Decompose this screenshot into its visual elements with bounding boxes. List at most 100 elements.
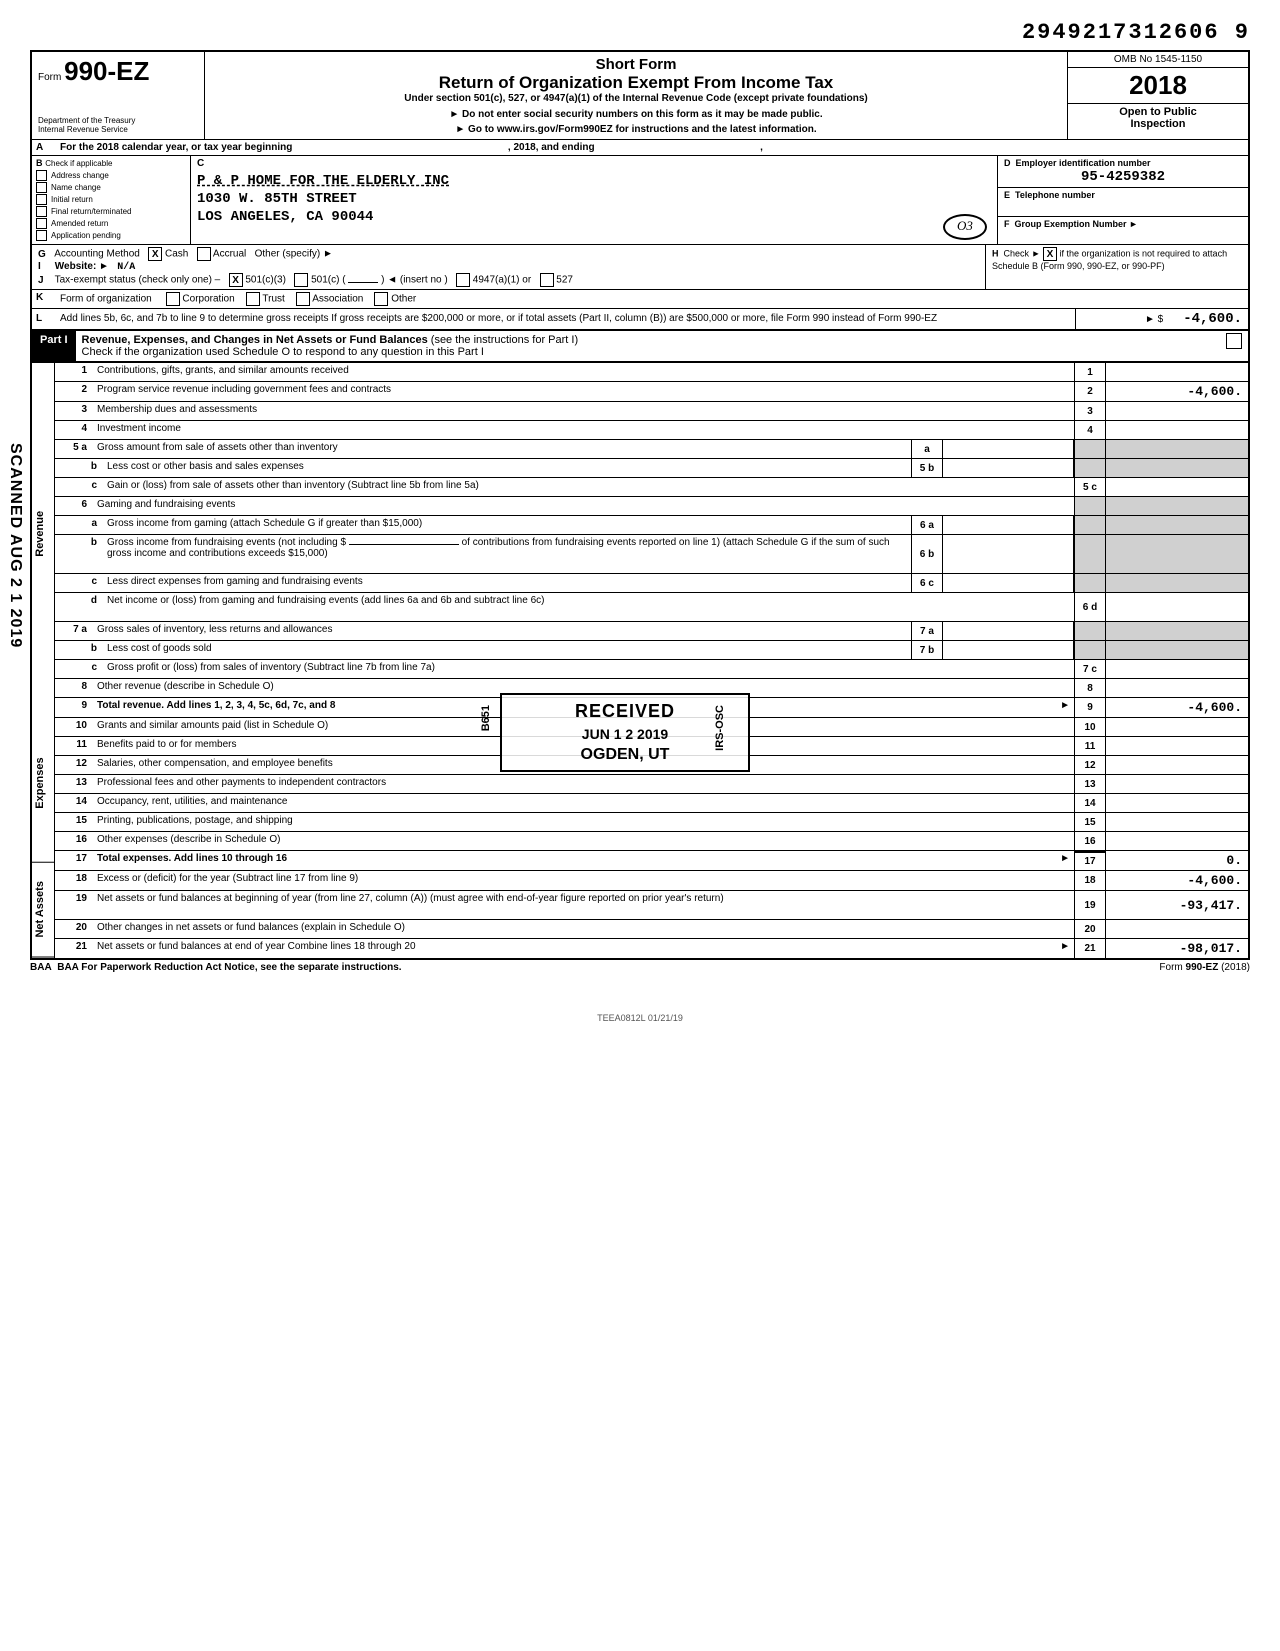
- lbl-501c: 501(c) (: [311, 275, 345, 286]
- lbl-name-change: Name change: [51, 183, 101, 192]
- line-6: 6Gaming and fundraising events: [55, 497, 1248, 516]
- l-amount-cell: -4,600.: [1075, 309, 1248, 329]
- line-6b-text: Gross income from fundraising events (no…: [103, 535, 911, 573]
- vtab-net-assets: Net Assets: [32, 862, 54, 958]
- lbl-other-method: Other (specify) ►: [255, 249, 333, 260]
- title-main: Return of Organization Exempt From Incom…: [213, 73, 1059, 93]
- irs-osc-stamp: IRS-OSC: [714, 705, 726, 751]
- chk-address-change[interactable]: [36, 170, 47, 181]
- chk-final-return[interactable]: [36, 206, 47, 217]
- label-k: K: [32, 290, 56, 308]
- block-bcdef: B Check if applicable Address change Nam…: [30, 155, 1250, 244]
- line-20: 20Other changes in net assets or fund ba…: [55, 920, 1248, 939]
- lbl-association: Association: [312, 294, 363, 305]
- line-6b: b Gross income from fundraising events (…: [55, 535, 1248, 574]
- lbl-address-change: Address change: [51, 171, 109, 180]
- line-18: 18Excess or (deficit) for the year (Subt…: [55, 871, 1248, 891]
- label-a: A: [32, 140, 56, 155]
- vtab-revenue: Revenue: [32, 363, 54, 704]
- line-6c: cLess direct expenses from gaming and fu…: [55, 574, 1248, 593]
- line-10: 10Grants and similar amounts paid (list …: [55, 718, 1248, 737]
- lbl-4947a1: 4947(a)(1) or: [473, 275, 531, 286]
- warning-2: ► Go to www.irs.gov/Form990EZ for instru…: [213, 124, 1059, 135]
- chk-4947a1[interactable]: [456, 273, 470, 287]
- lbl-527: 527: [556, 275, 573, 286]
- d-title: Employer identification number: [1016, 158, 1151, 168]
- line-15: 15Printing, publications, postage, and s…: [55, 813, 1248, 832]
- chk-corporation[interactable]: [166, 292, 180, 306]
- line-2: 2Program service revenue including gover…: [55, 382, 1248, 402]
- line-5a: 5 aGross amount from sale of assets othe…: [55, 440, 1248, 459]
- lines-column: 1Contributions, gifts, grants, and simil…: [55, 363, 1248, 958]
- chk-initial-return[interactable]: [36, 194, 47, 205]
- chk-schedule-o-part1[interactable]: [1226, 333, 1242, 349]
- b-hint: Check if applicable: [45, 159, 112, 168]
- line-7a: 7 aGross sales of inventory, less return…: [55, 622, 1248, 641]
- label-e: E: [1004, 190, 1010, 200]
- chk-cash[interactable]: X: [148, 247, 162, 261]
- subtitle: Under section 501(c), 527, or 4947(a)(1)…: [213, 93, 1059, 105]
- k-text: Form of organization: [60, 294, 152, 305]
- line-12: 12Salaries, other compensation, and empl…: [55, 756, 1248, 775]
- tax-year: 2018: [1068, 68, 1248, 104]
- line-19: 19Net assets or fund balances at beginni…: [55, 891, 1248, 920]
- row-a: A For the 2018 calendar year, or tax yea…: [30, 139, 1250, 155]
- org-name-address: P & P HOME FOR THE ELDERLY INC 1030 W. 8…: [197, 172, 991, 227]
- chk-name-change[interactable]: [36, 182, 47, 193]
- lbl-trust: Trust: [262, 294, 284, 305]
- lbl-accrual: Accrual: [213, 249, 246, 260]
- lbl-final-return: Final return/terminated: [51, 207, 131, 216]
- chk-amended-return[interactable]: [36, 218, 47, 229]
- line-11: 11Benefits paid to or for members 11: [55, 737, 1248, 756]
- label-b: B: [36, 158, 43, 168]
- lbl-application-pending: Application pending: [51, 231, 121, 240]
- row-k: K Form of organization Corporation Trust…: [30, 289, 1250, 308]
- e-title: Telephone number: [1015, 190, 1095, 200]
- lbl-insert-no: ) ◄ (insert no ): [381, 275, 448, 286]
- line-17: 17Total expenses. Add lines 10 through 1…: [55, 851, 1248, 871]
- line-14: 14Occupancy, rent, utilities, and mainte…: [55, 794, 1248, 813]
- chk-527[interactable]: [540, 273, 554, 287]
- software-footer: TEEA0812L 01/21/19: [30, 1013, 1250, 1023]
- chk-501c[interactable]: [294, 273, 308, 287]
- lbl-cash: Cash: [165, 249, 188, 260]
- line-1: 1Contributions, gifts, grants, and simil…: [55, 363, 1248, 382]
- line-6d: dNet income or (loss) from gaming and fu…: [55, 593, 1248, 622]
- l-text: Add lines 5b, 6c, and 7b to line 9 to de…: [56, 309, 1075, 329]
- chk-no-schedule-b[interactable]: X: [1043, 247, 1057, 261]
- f-title: Group Exemption Number ►: [1015, 219, 1138, 229]
- label-c: C: [197, 158, 204, 169]
- chk-501c3[interactable]: X: [229, 273, 243, 287]
- form-header: Form 990-EZ Department of the Treasury I…: [30, 50, 1250, 139]
- column-c: C P & P HOME FOR THE ELDERLY INC 1030 W.…: [191, 156, 998, 244]
- lbl-corporation: Corporation: [182, 294, 234, 305]
- chk-application-pending[interactable]: [36, 230, 47, 241]
- line-8: 8Other revenue (describe in Schedule O) …: [55, 679, 1248, 698]
- part1-grid: Revenue Expenses Net Assets 1Contributio…: [30, 363, 1250, 960]
- line-7b: bLess cost of goods sold 7 b: [55, 641, 1248, 660]
- line-16: 16Other expenses (describe in Schedule O…: [55, 832, 1248, 851]
- label-f: F: [1004, 219, 1010, 229]
- chk-trust[interactable]: [246, 292, 260, 306]
- form-number: Form 990-EZ: [38, 56, 198, 87]
- omb-number: OMB No 1545-1150: [1068, 52, 1248, 68]
- label-l: L: [32, 309, 56, 329]
- page-footer: BAA BAA For Paperwork Reduction Act Noti…: [30, 962, 1250, 973]
- part1-label: Part I: [32, 331, 76, 361]
- chk-accrual[interactable]: [197, 247, 211, 261]
- chk-association[interactable]: [296, 292, 310, 306]
- label-d: D: [1004, 158, 1011, 168]
- line-3: 3Membership dues and assessments 3: [55, 402, 1248, 421]
- lbl-501c3: 501(c)(3): [245, 275, 286, 286]
- lbl-other-form: Other: [391, 294, 416, 305]
- chk-other-form[interactable]: [374, 292, 388, 306]
- warning-1: ► Do not enter social security numbers o…: [213, 109, 1059, 120]
- vtab-expenses: Expenses: [32, 704, 54, 863]
- row-h: H Check ► X if the organization is not r…: [985, 245, 1248, 289]
- signature-mark: O3: [943, 214, 987, 240]
- vertical-tabs: Revenue Expenses Net Assets: [32, 363, 55, 958]
- line-6a: aGross income from gaming (attach Schedu…: [55, 516, 1248, 535]
- row-i: I Website: ► N/A: [38, 261, 979, 273]
- row-gijh: G Accounting Method X Cash Accrual Other…: [30, 244, 1250, 289]
- line-4: 4Investment income 4: [55, 421, 1248, 440]
